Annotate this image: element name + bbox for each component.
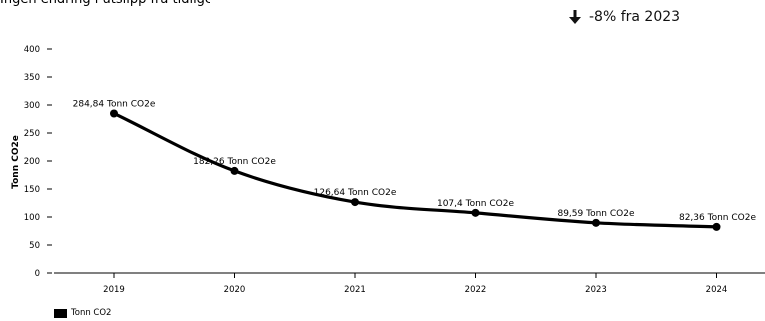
chart-title: Ingen endring i utslipp fra tidligere år (0, 0, 210, 9)
data-label: 82,36 Tonn CO2e (679, 213, 756, 223)
change-text: -8% fra 2023 (589, 9, 681, 25)
legend-label: Tonn CO2 (71, 308, 112, 318)
y-tick-label: 400 (24, 45, 40, 55)
legend-swatch (54, 308, 67, 318)
y-tick-label: 250 (24, 129, 40, 139)
y-tick-label: 350 (24, 73, 40, 83)
data-point (592, 218, 600, 227)
data-point (471, 208, 480, 217)
data-points (110, 109, 721, 231)
data-labels: 284,84 Tonn CO2e 182,26 Tonn CO2e 126,64 T… (73, 99, 757, 222)
x-tick-label: 2023 (585, 285, 607, 295)
y-axis-label: Tonn CO2e (11, 135, 21, 189)
legend: Tonn CO2 (54, 308, 111, 318)
change-indicator: -8% fra 2023 (569, 6, 680, 28)
data-label: 126,64 Tonn CO2e (314, 188, 397, 198)
y-tick-label: 0 (35, 269, 40, 279)
x-tick-label: 2022 (465, 285, 487, 295)
y-tick-label: 300 (24, 101, 40, 111)
x-axis: 2019 2020 2021 2022 2023 2024 (54, 272, 765, 295)
data-label: 182,26 Tonn CO2e (193, 157, 276, 167)
y-tick-label: 200 (24, 157, 40, 167)
y-tick-label: 100 (24, 213, 40, 223)
data-point (351, 198, 359, 207)
x-tick-label: 2024 (706, 285, 728, 295)
arrow-down-icon (569, 10, 581, 24)
data-label: 107,4 Tonn CO2e (437, 199, 514, 209)
series-line (112, 111, 719, 229)
x-tick-label: 2019 (103, 285, 125, 295)
y-axis: 0 50 100 150 200 250 300 350 400 (24, 45, 52, 279)
x-tick-label: 2021 (344, 285, 366, 295)
data-point (230, 166, 239, 175)
data-point (712, 222, 721, 231)
y-tick-label: 150 (24, 185, 40, 195)
data-label: 89,59 Tonn CO2e (557, 209, 634, 219)
data-point (110, 109, 118, 118)
x-tick-label: 2020 (224, 285, 246, 295)
y-tick-label: 50 (29, 241, 40, 251)
data-label: 284,84 Tonn CO2e (73, 99, 156, 109)
